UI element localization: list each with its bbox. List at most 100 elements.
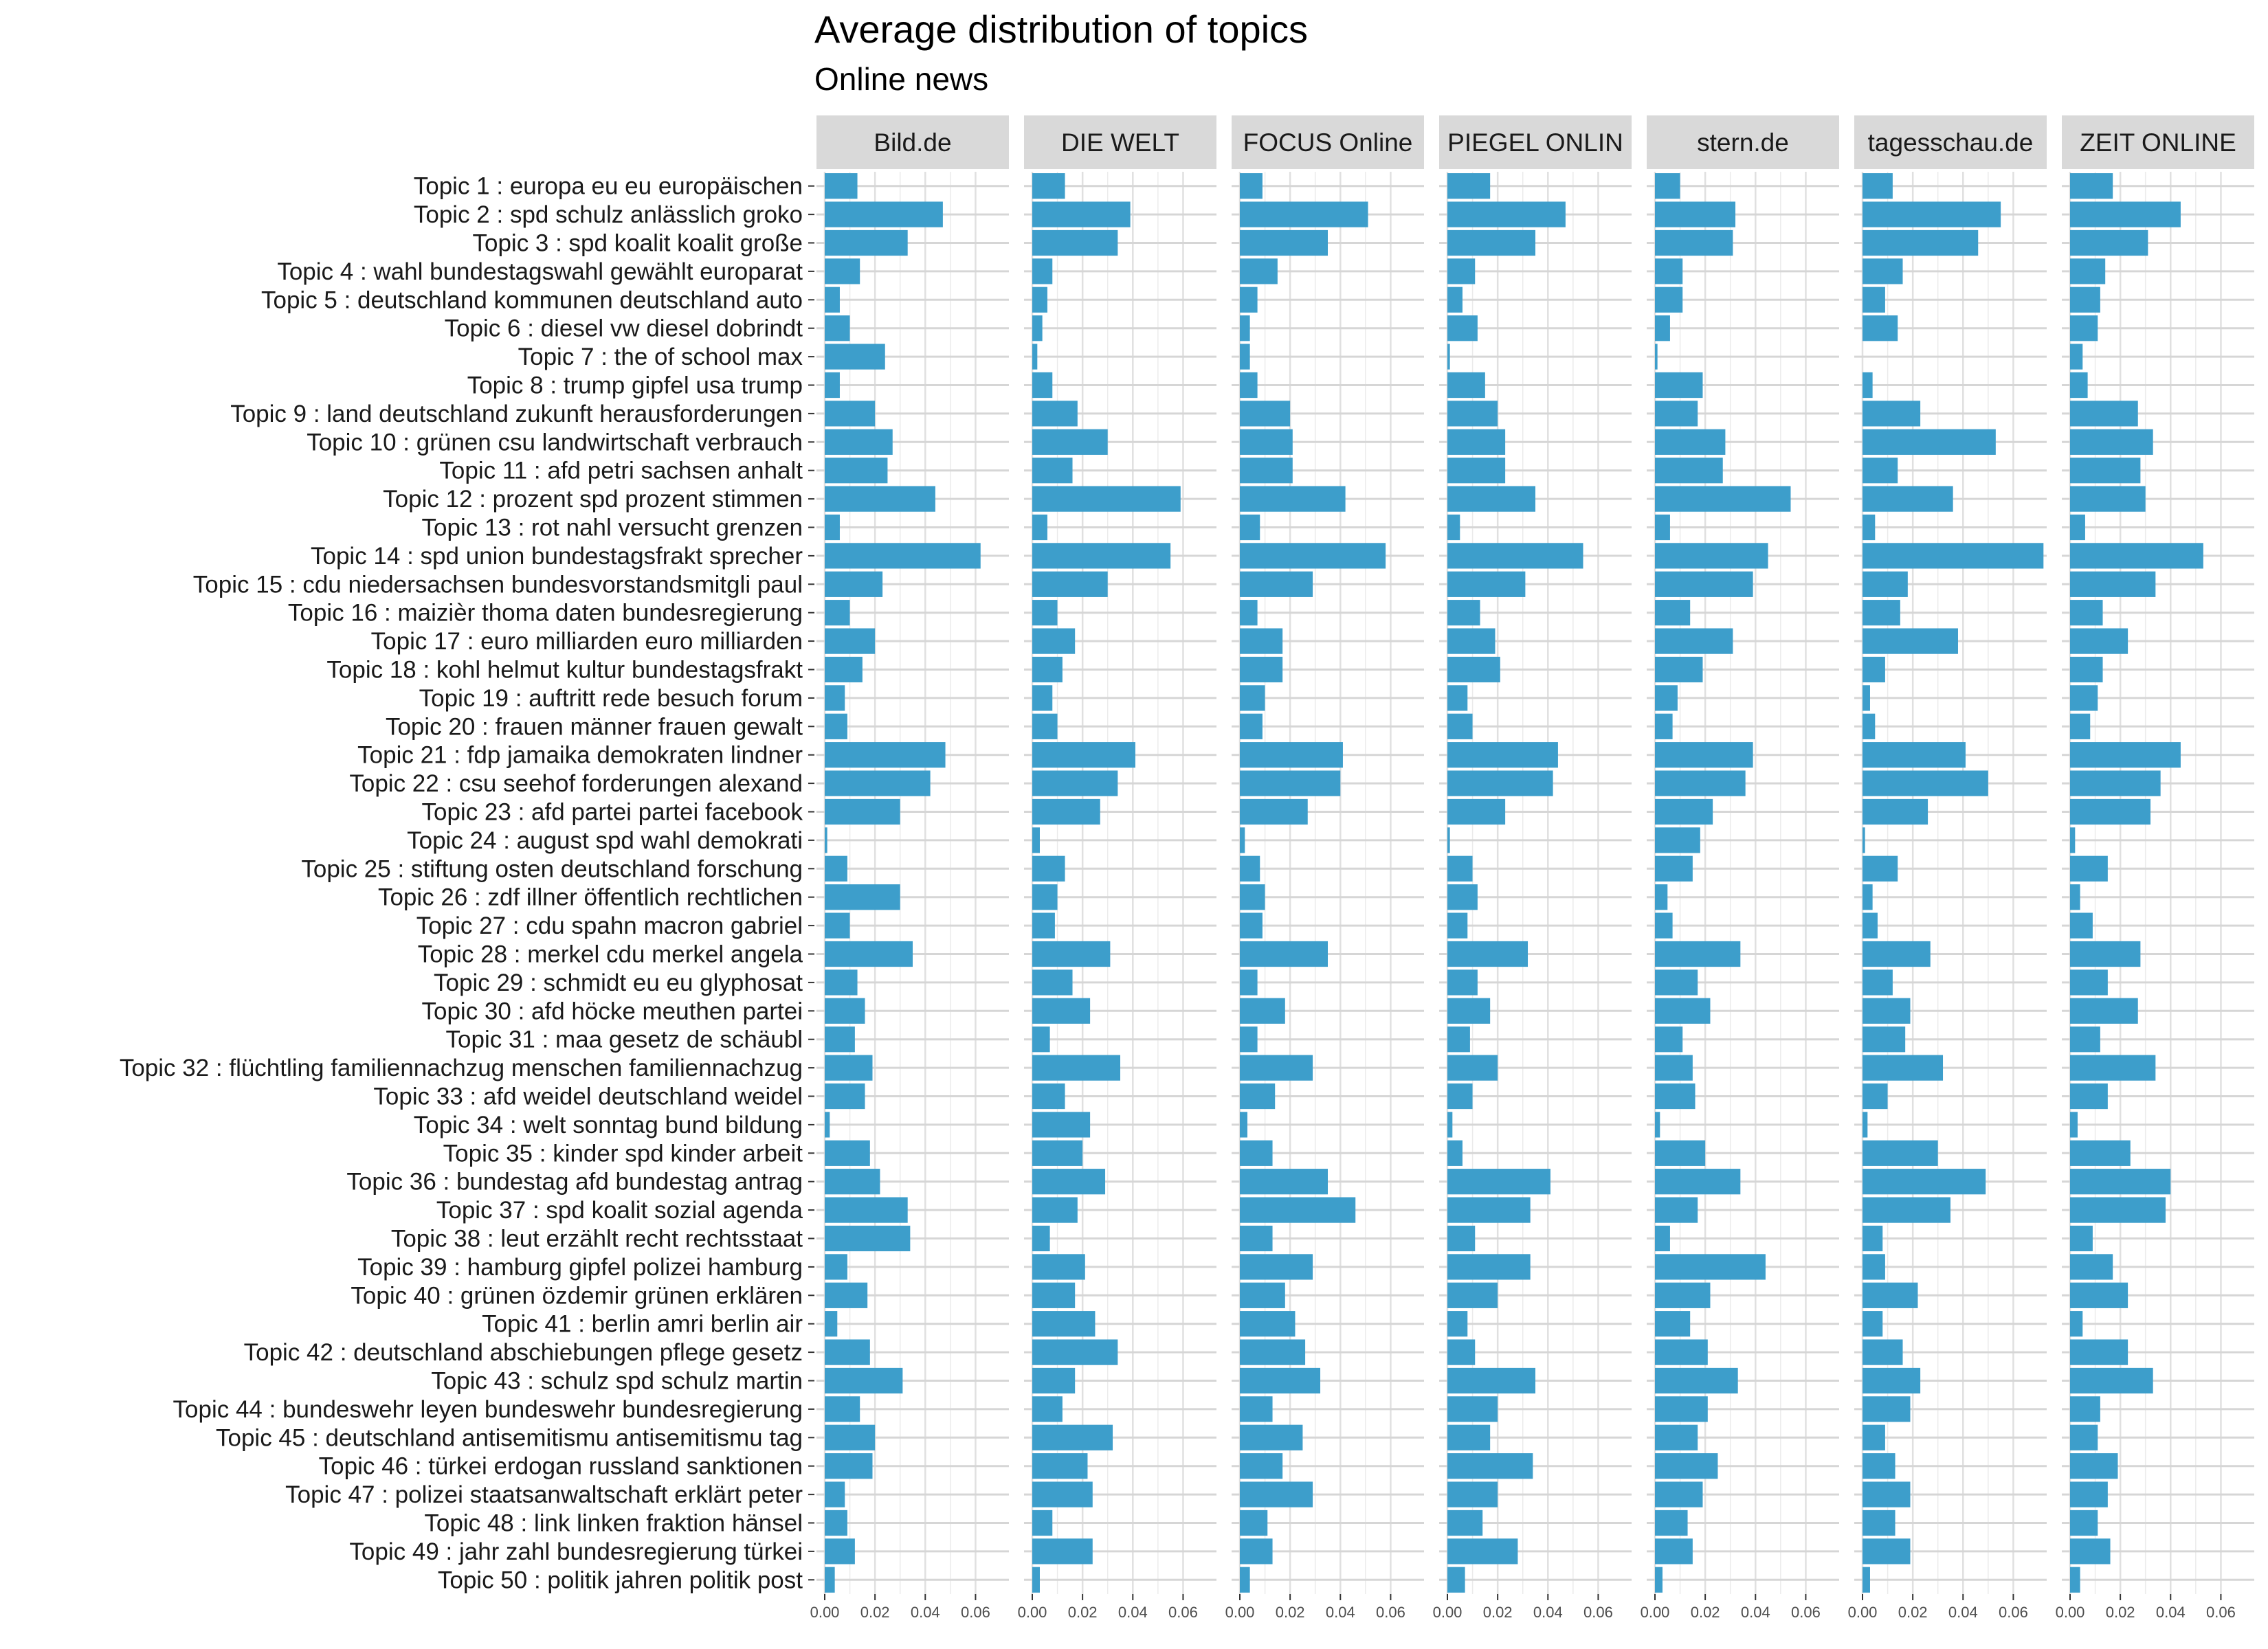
bar [1032,1169,1106,1195]
bar [1032,798,1100,825]
bar [1447,912,1468,939]
x-tick-label: 0.00 [1018,1604,1047,1621]
facet-panel: FOCUS Online 0.00 0.02 0.04 0.06 [1225,115,1424,1621]
bar [2070,656,2103,683]
bar [1240,998,1285,1024]
bar [1863,229,1979,256]
bar [1863,1567,1870,1593]
bar [1655,685,1678,711]
bar [1655,656,1703,683]
category-label: Topic 9 : land deutschland zukunft herau… [230,401,803,427]
category-label: Topic 28 : merkel cdu merkel angela [418,941,803,968]
x-tick-label: 0.06 [961,1604,990,1621]
bar [2070,1083,2108,1110]
bar [1863,998,1911,1024]
bar [1447,315,1478,341]
bar [2070,742,2181,768]
x-tick-label: 0.02 [2106,1604,2135,1621]
bar [825,401,876,427]
bar [1240,628,1283,654]
bar [825,1197,908,1223]
x-tick-label: 0.04 [1948,1604,1978,1621]
bar [825,1083,865,1110]
x-tick-label: 0.04 [1326,1604,1355,1621]
bar [1447,827,1450,853]
bar [2070,713,2091,739]
bar [2070,1055,2156,1081]
category-label: Topic 2 : spd schulz anlässlich groko [414,201,803,228]
bar [1863,912,1878,939]
bar [1240,1481,1313,1507]
bar [1863,1311,1883,1337]
bar [1655,1538,1693,1564]
bar [2070,372,2088,399]
bar [2070,1538,2111,1564]
bar [825,1481,845,1507]
bar [1240,1339,1306,1365]
bar [1447,458,1506,484]
bar [825,1254,847,1280]
x-tick-label: 0.04 [1741,1604,1770,1621]
bar [1032,685,1053,711]
bar [2070,543,2203,569]
bar [1863,429,1996,455]
bar [1447,258,1476,284]
bar [1863,1254,1885,1280]
facet-strip [1439,115,1632,169]
bar [1240,315,1250,341]
bar [1655,1055,1693,1081]
bar [2070,1424,2098,1450]
category-label: Topic 38 : leut erzählt recht rechtsstaa… [391,1226,803,1253]
bar [1240,798,1308,825]
facet-strip [1232,115,1424,169]
bar [2070,1567,2080,1593]
bar [1032,1424,1113,1450]
bar [825,600,850,626]
bar [1863,1027,1906,1053]
bar [1655,1169,1741,1195]
bar [825,201,943,227]
facet-strip [816,115,1009,169]
bar [2070,798,2151,825]
bar [1240,1083,1276,1110]
bar [825,1027,855,1053]
bar [1240,969,1258,996]
category-label: Topic 41 : berlin amri berlin air [482,1311,803,1338]
bar [1655,600,1691,626]
bar [1032,229,1118,256]
x-tick-label: 0.06 [2206,1604,2236,1621]
bar [1655,884,1668,910]
bar [1863,543,2044,569]
bar [2070,884,2080,910]
bar [825,1510,847,1536]
category-label: Topic 4 : wahl bundestagswahl gewählt eu… [277,258,803,285]
bar [825,685,845,711]
category-label: Topic 10 : grünen csu landwirtschaft ver… [307,429,803,456]
bar [1447,884,1478,910]
bar [1863,571,1908,597]
bar [1655,201,1736,227]
bar [1863,1538,1911,1564]
bar [1863,1339,1903,1365]
bar [1240,827,1245,853]
bar [825,1055,873,1081]
bar [1655,486,1791,512]
bar [825,372,840,399]
bar [825,1112,830,1138]
x-tick-label: 0.06 [1168,1604,1198,1621]
bar [1447,571,1526,597]
bar [1447,1225,1476,1252]
bar [1032,287,1047,313]
bar [1032,1254,1085,1280]
bar [1240,1311,1296,1337]
bar [1032,486,1181,512]
bar [1655,173,1680,199]
bar [1032,998,1091,1024]
chart-title: Average distribution of topics [814,8,1309,51]
bar [825,628,876,654]
bar [1240,884,1265,910]
bar [1032,1225,1050,1252]
bar [1032,514,1047,541]
bar [1240,713,1263,739]
